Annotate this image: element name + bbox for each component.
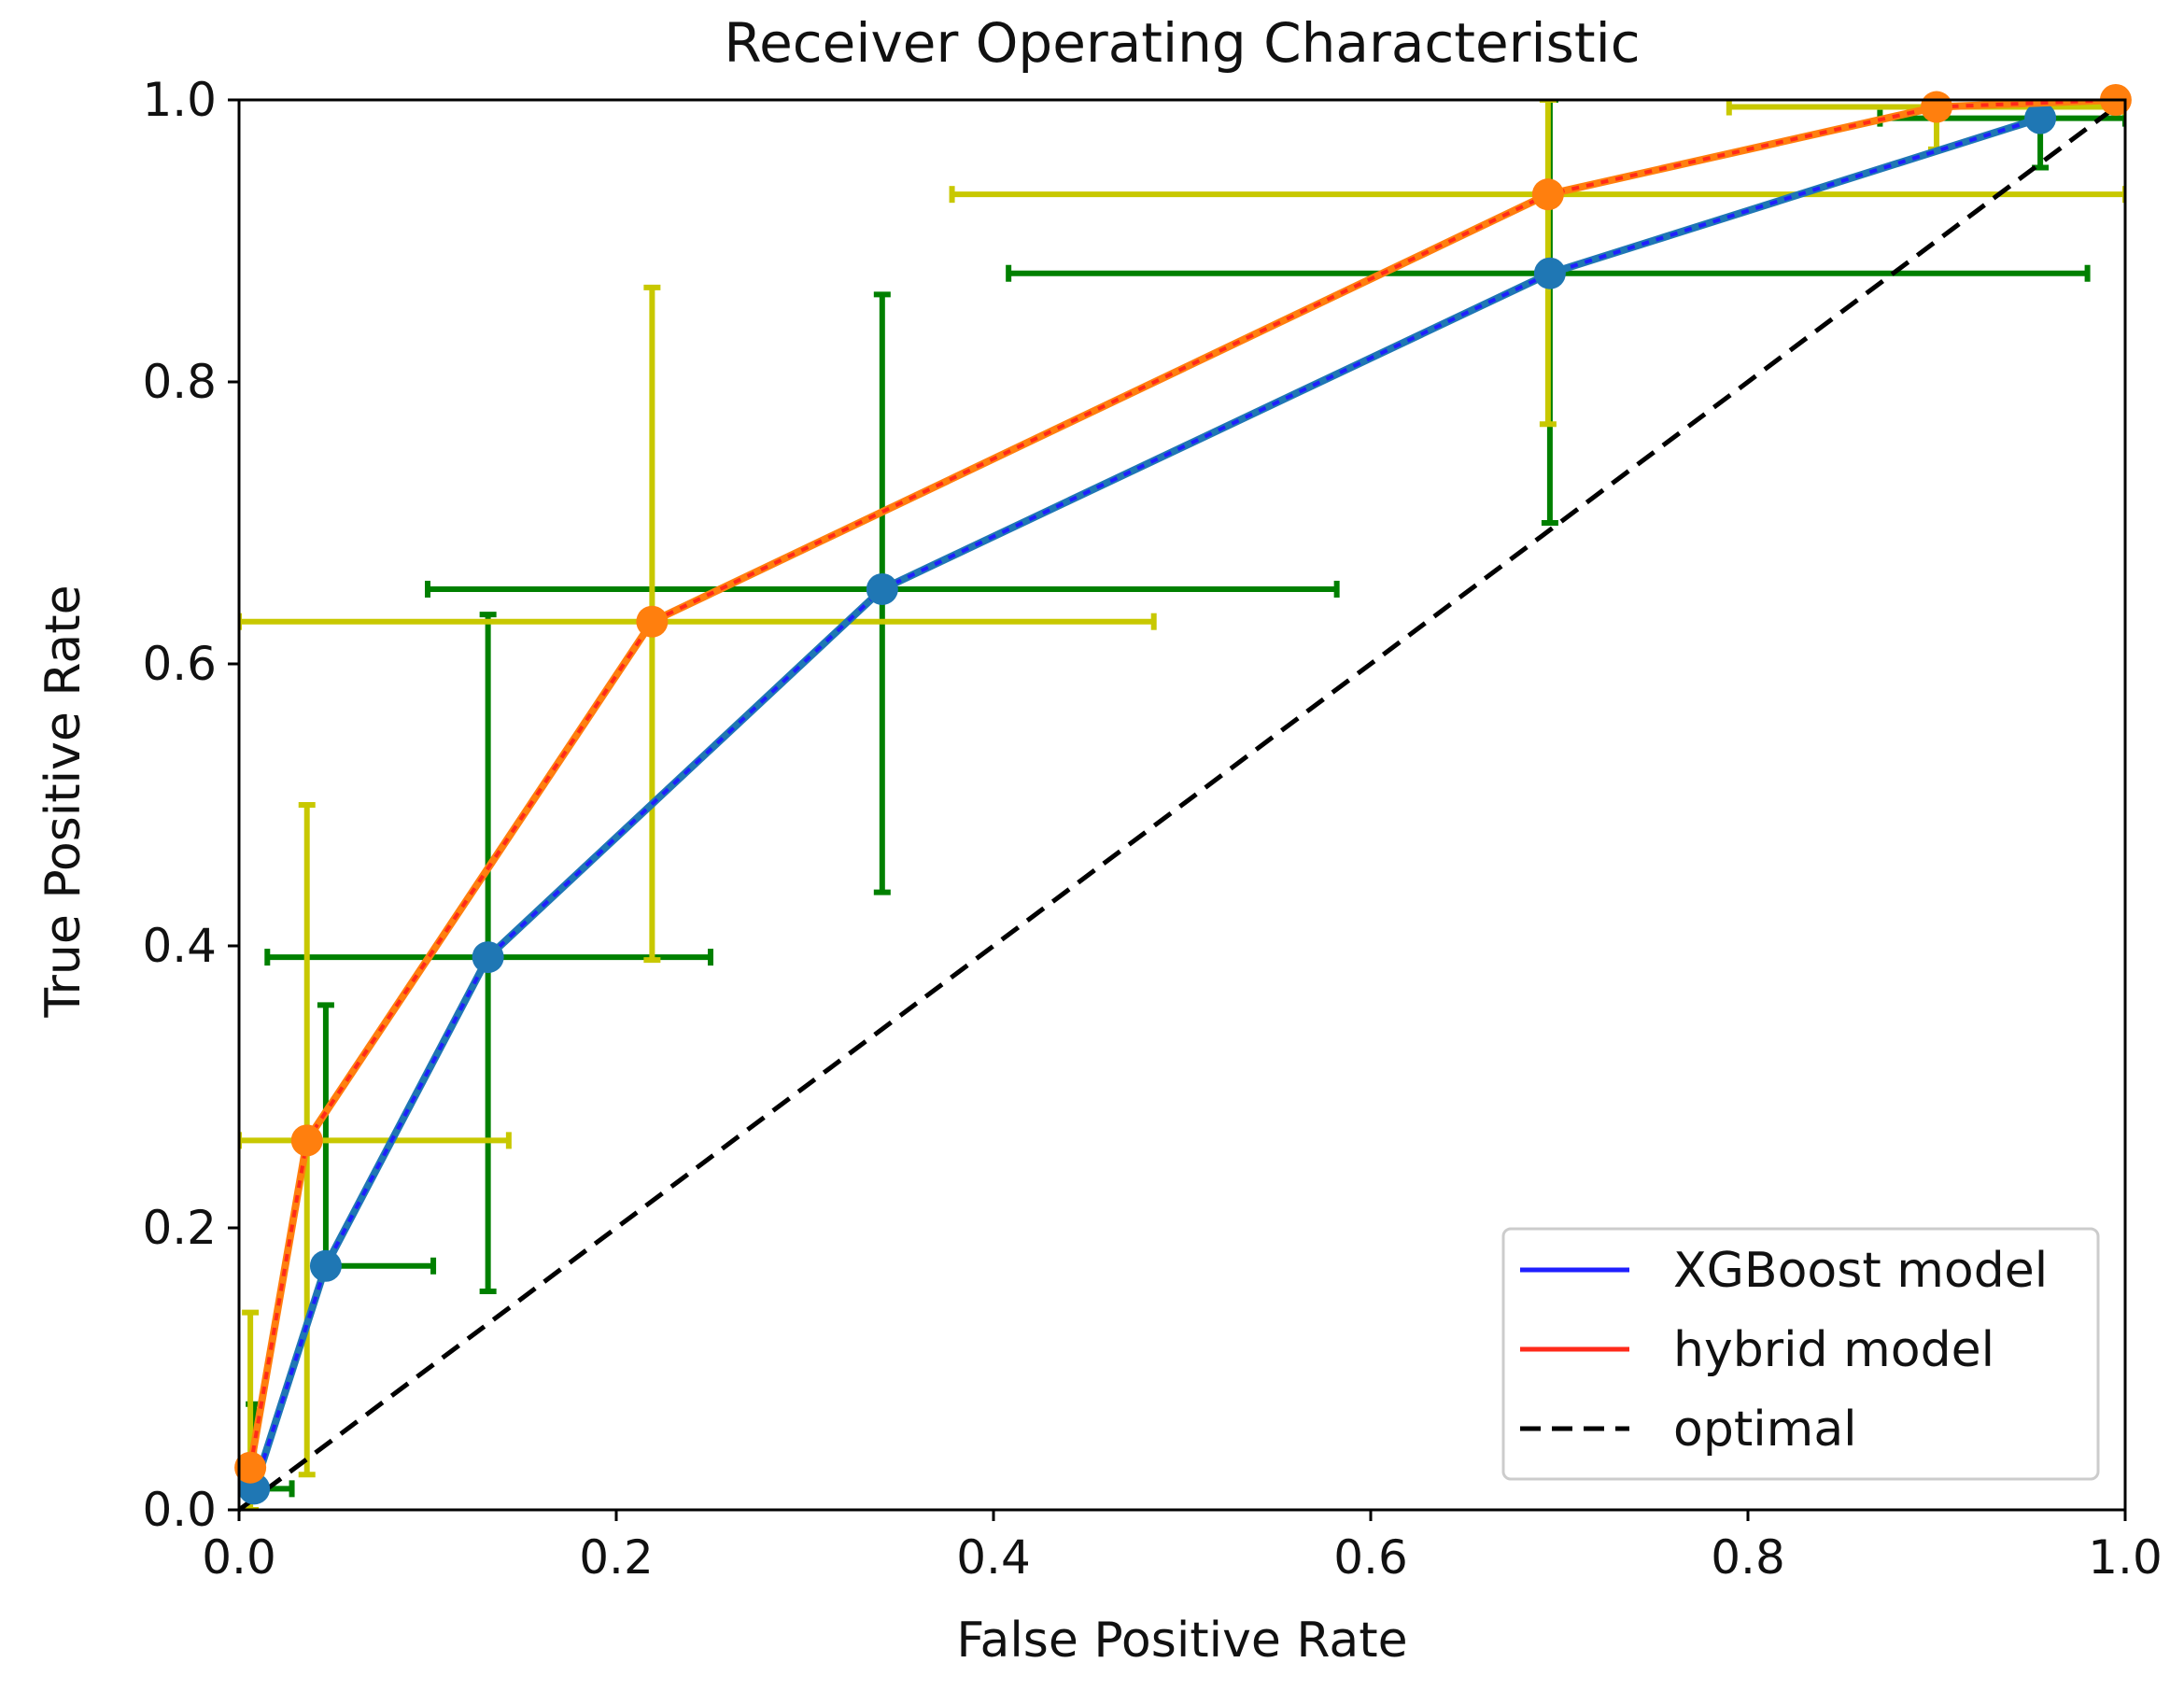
y-tick-label-3: 0.6 xyxy=(142,637,217,691)
y-tick-label-2: 0.4 xyxy=(142,919,217,973)
x-tick-label-2: 0.4 xyxy=(956,1530,1031,1585)
y-axis-label: True Positive Rate xyxy=(35,585,92,1018)
hybrid-line xyxy=(248,100,2116,1469)
xgboost-point-1 xyxy=(309,1249,342,1282)
y-tick-label-4: 0.8 xyxy=(142,355,217,409)
legend-label-2: optimal xyxy=(1673,1402,1857,1458)
x-tick-label-4: 0.8 xyxy=(1711,1530,1785,1585)
xgboost-line-group xyxy=(250,114,2045,1493)
hybrid-point-2 xyxy=(636,605,669,638)
xgboost-point-4 xyxy=(1533,257,1566,289)
legend: XGBoost model hybrid model optimal xyxy=(1501,1227,2100,1481)
xgboost-point-3 xyxy=(866,572,898,605)
x-tick-label-5: 1.0 xyxy=(2088,1530,2163,1585)
xgboost-line xyxy=(252,116,2041,1489)
x-tick-label-3: 0.6 xyxy=(1333,1530,1408,1585)
hybrid-point-0 xyxy=(234,1451,267,1484)
x-tick-label-1: 0.2 xyxy=(579,1530,654,1585)
x-axis-label: False Positive Rate xyxy=(956,1613,1407,1669)
hybrid-point-1 xyxy=(290,1124,323,1157)
y-tick-label-0: 0.0 xyxy=(142,1483,217,1537)
hybrid-point-4 xyxy=(1921,91,1952,123)
xgboost-point-5 xyxy=(2024,102,2057,134)
hybrid-line-group xyxy=(247,100,2120,1472)
plot-frame xyxy=(237,98,2127,1512)
chart-title: Receiver Operating Characteristic xyxy=(724,11,1640,75)
legend-label-0: XGBoost model xyxy=(1673,1243,2048,1299)
y-tick-label-5: 1.0 xyxy=(142,73,217,127)
x-tick-label-0: 0.0 xyxy=(202,1530,276,1585)
legend-label-1: hybrid model xyxy=(1673,1322,1994,1378)
legend-box xyxy=(1501,1227,2100,1481)
axes: 0.0 0.2 0.4 0.6 0.8 1.0 0.0 0.2 0.4 0.6 0.8 1.0 xyxy=(142,73,2162,1585)
xgboost-point-2 xyxy=(472,941,504,974)
optimal-line xyxy=(237,97,2127,1513)
hybrid-point-3 xyxy=(1531,178,1564,211)
plot-area xyxy=(234,84,2132,1513)
y-tick-label-1: 0.2 xyxy=(142,1201,217,1255)
